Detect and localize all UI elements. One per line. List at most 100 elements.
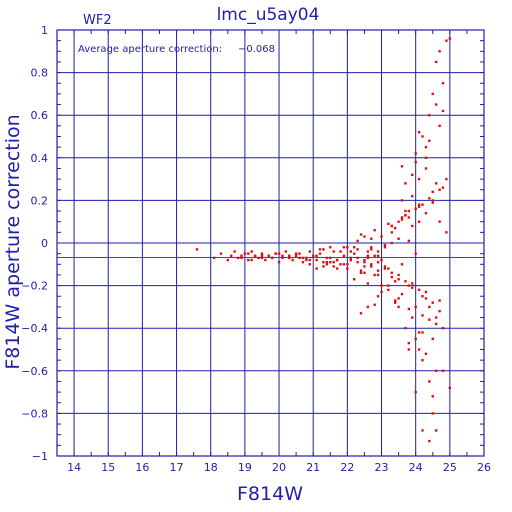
data-point [315,267,318,270]
data-point [260,256,264,260]
data-point [264,258,267,262]
data-point [305,258,308,262]
data-point [260,252,264,255]
data-point [380,235,383,238]
x-tick-label: 16 [135,461,149,474]
data-point [356,256,359,260]
data-point [356,248,359,251]
data-point [421,295,424,298]
data-point [346,267,349,270]
y-tick-label: 0 [41,237,48,250]
data-point [230,254,233,257]
data-point [397,237,400,240]
annotation-value: −0.068 [238,44,275,55]
data-point [335,258,339,262]
data-point [431,199,434,202]
y-tick-label: 0.8 [31,67,49,80]
data-point [390,241,393,245]
data-point [315,258,318,262]
data-point [411,194,414,198]
y-tick-label: 1 [41,24,48,37]
data-point [428,197,431,200]
data-point [233,250,236,253]
data-point [428,305,431,309]
data-point [315,254,318,257]
data-point [448,386,452,390]
data-point [332,265,335,268]
y-tick-label: −0.6 [21,365,48,378]
x-tick-label: 19 [238,461,252,474]
data-point [417,131,421,134]
data-point [428,439,431,443]
data-point [393,226,397,230]
data-point [407,341,411,345]
y-tick-label: −0.2 [21,280,48,293]
x-tick-labels: 14 15 16 17 18 19 20 21 22 23 24 25 26 [67,461,491,474]
data-point [376,295,380,298]
data-point [407,348,411,351]
y-tick-label: −0.8 [21,407,48,420]
data-point [373,254,376,257]
plot-border [56,29,485,457]
x-tick-label: 18 [204,461,218,474]
data-point [417,331,421,334]
data-point [424,145,428,149]
data-point [434,322,438,326]
data-point [431,201,434,204]
data-point [421,203,424,206]
data-point [387,222,390,226]
data-point [219,252,223,255]
data-point [400,218,404,221]
data-point [393,280,397,283]
data-point [366,256,370,260]
data-point [434,103,438,106]
y-tick-label: −0.4 [21,322,48,335]
data-point [441,109,445,113]
data-point [288,256,291,260]
data-point [417,203,421,206]
y-tick-label: 0.4 [31,152,49,165]
data-point [383,246,387,249]
data-point [349,250,352,253]
data-point [400,199,404,202]
data-point [342,263,346,266]
data-point [431,412,434,415]
data-point [308,263,311,266]
data-point [438,188,441,191]
data-point [274,252,277,255]
data-point [376,250,380,253]
data-point [352,246,356,249]
data-point [301,256,305,260]
data-point [397,220,400,223]
data-point [352,278,356,281]
data-point [281,256,284,260]
data-point [387,288,390,292]
data-point [397,297,400,300]
data-point [431,190,434,194]
data-point [332,260,335,264]
data-point [441,82,445,85]
data-point [434,60,438,64]
data-point [380,258,383,262]
data-point [363,265,366,268]
x-tick-label: 22 [340,461,354,474]
data-point [390,224,393,228]
data-point [438,124,441,128]
data-point [247,258,250,262]
data-point [411,282,414,285]
data-point [363,260,366,264]
data-point [294,252,298,255]
data-point [236,256,240,260]
data-point [424,297,428,300]
data-point [390,231,393,234]
data-point [376,260,380,264]
data-point [240,254,243,257]
chart-title: lmc_u5ay04 [217,5,320,25]
data-point [376,273,380,277]
data-point [424,167,428,170]
data-point [404,182,407,185]
data-point [339,263,342,266]
data-point [318,252,322,255]
data-point [421,314,424,317]
